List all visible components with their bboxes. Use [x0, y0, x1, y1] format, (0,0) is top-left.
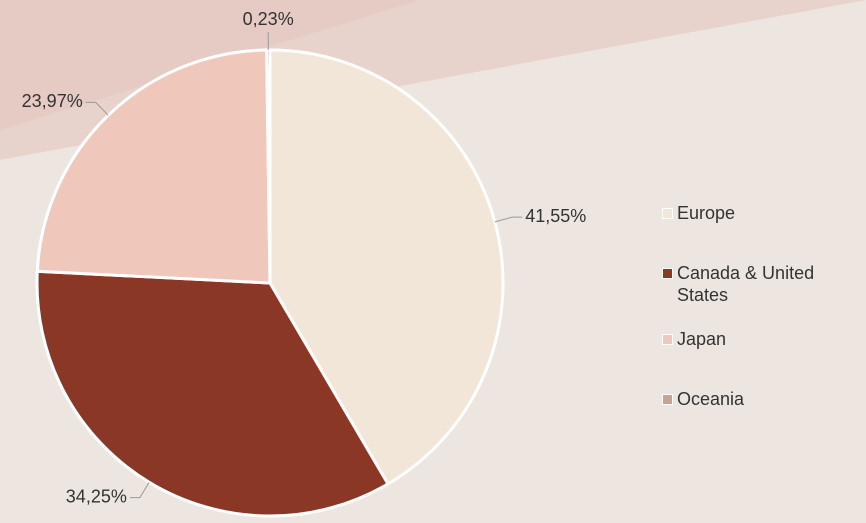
legend-label: Japan	[677, 329, 727, 349]
legend-item: Oceania	[662, 388, 862, 448]
data-label: 34,25%	[66, 486, 127, 506]
leader-line	[494, 216, 523, 223]
legend-swatch	[662, 394, 673, 405]
legend-item: Japan	[662, 328, 862, 388]
leader-line	[85, 101, 109, 116]
legend-item: Canada & United States	[662, 262, 862, 328]
data-label: 0,23%	[243, 9, 294, 29]
data-label: 41,55%	[525, 206, 586, 226]
data-label: 23,97%	[22, 91, 83, 111]
legend-item: Europe	[662, 202, 862, 262]
legend-label: Canada & United States	[677, 263, 815, 305]
legend-swatch	[662, 208, 673, 219]
legend-label: Europe	[677, 203, 736, 223]
legend-label: Oceania	[677, 389, 745, 409]
leader-line	[129, 481, 150, 499]
legend-swatch	[662, 334, 673, 345]
legend: Europe Canada & United States Japan Oceania	[662, 202, 862, 448]
legend-swatch	[662, 268, 673, 279]
